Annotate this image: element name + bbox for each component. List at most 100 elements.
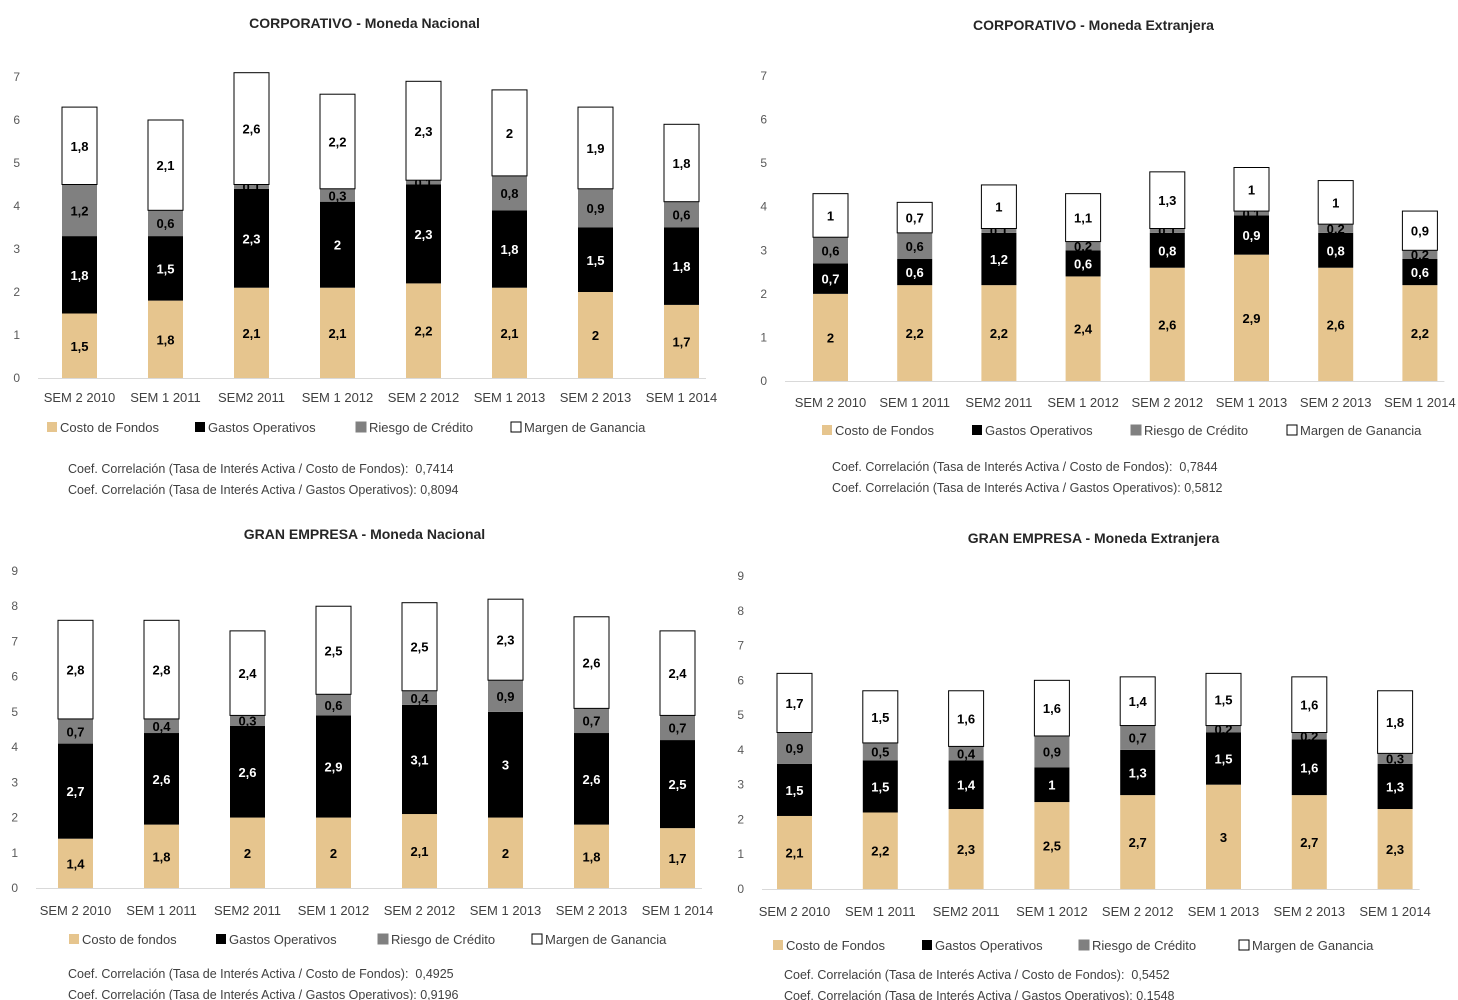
bar-segment-margen-ganancia (315, 605, 352, 695)
bar-segment-margen-ganancia (319, 93, 356, 190)
legend-swatch-costo-fondos (822, 425, 832, 435)
bar-segment-margen-ganancia (491, 89, 528, 177)
bar-segment-riesgo-credito (62, 184, 97, 237)
legend-label-riesgo-credito: Riesgo de Crédito (391, 932, 495, 947)
data-label: 1,6 (1300, 760, 1318, 775)
y-tick-label: 8 (737, 604, 744, 618)
chart-gran-empresa-extranjera: GRAN EMPRESA - Moneda Extranjera 0 1 2 3 4 5 6 7… (737, 530, 1431, 1000)
bar-segment-margen-ganancia (1401, 210, 1438, 251)
data-label: 2,1 (242, 326, 260, 341)
data-label: 2 (334, 238, 341, 253)
x-tick-label: SEM 2 2013 (560, 390, 632, 405)
chart-corporativo-extranjera: CORPORATIVO - Moneda Extranjera 0 1 2 3 4 5 6 7 2… (760, 17, 1455, 495)
bar-segment-costo-fondos (62, 313, 97, 378)
data-label: 2,9 (324, 759, 342, 774)
bar-segment-riesgo-credito (1120, 725, 1156, 750)
legend-swatch-gastos-operativos (922, 940, 932, 950)
data-label: 2 (592, 328, 599, 343)
data-label: 1,3 (1129, 765, 1147, 780)
data-label: 2,7 (66, 784, 84, 799)
data-label: 0,3 (238, 714, 256, 729)
bar-segment-gastos-operativos (1291, 739, 1327, 796)
bar-segment-costo-fondos (1377, 809, 1413, 889)
bar-segment-margen-ganancia (980, 184, 1017, 230)
bar-segment-riesgo-credito (574, 708, 609, 734)
y-tick-label: 1 (737, 847, 744, 861)
bar-segment-costo-fondos (144, 824, 179, 888)
x-tick-label: SEM 1 2014 (646, 390, 718, 405)
y-tick-label: 6 (13, 113, 20, 127)
legend-swatch-gastos-operativos (216, 934, 226, 944)
bar-segment-gastos-operativos (492, 210, 527, 288)
data-label: 0,6 (1411, 265, 1429, 280)
data-label: 2,2 (906, 326, 924, 341)
y-tick-label: 5 (760, 156, 767, 170)
bar-segment-gastos-operativos (62, 236, 97, 314)
data-label: 2,9 (1242, 311, 1260, 326)
bar-segment-gastos-operativos (897, 259, 933, 286)
data-label: 0,7 (906, 211, 924, 226)
data-label: 2,8 (66, 663, 84, 678)
bar-segment-margen-ganancia (948, 690, 985, 747)
legend-label-margen-ganancia: Margen de Ganancia (1252, 938, 1374, 953)
data-label: 2 (502, 846, 509, 861)
x-tick-label: SEM 1 2011 (130, 390, 201, 405)
y-tick-label: 4 (760, 200, 767, 214)
chart-panel-corporativo-extranjera: CORPORATIVO - Moneda Extranjera 0 1 2 3 4 5 6 7 2… (729, 0, 1458, 500)
data-label: 2,6 (242, 122, 260, 137)
legend-label-gastos-operativos: Gastos Operativos (208, 420, 316, 435)
legend-swatch-gastos-operativos (195, 422, 205, 432)
bar-segment-margen-ganancia (1317, 180, 1354, 225)
data-label: 0,4 (410, 691, 429, 706)
bar-segment-costo-fondos (1120, 795, 1156, 889)
y-tick-label: 5 (11, 705, 18, 719)
bar-segment-costo-fondos (492, 287, 527, 378)
chart-corporativo-nacional: CORPORATIVO - Moneda Nacional 0 1 2 3 4 5 6 7 1,5… (13, 15, 718, 497)
bar-segment-margen-ganancia (233, 72, 270, 185)
y-tick-label: 9 (737, 569, 744, 583)
bar-segment-riesgo-credito (660, 715, 695, 741)
bar-segment-gastos-operativos (862, 760, 898, 813)
bar-segment-riesgo-credito (402, 690, 437, 705)
data-label: 1 (995, 200, 1002, 215)
bar-segment-margen-ganancia (1205, 672, 1242, 727)
data-label: 2,1 (785, 845, 803, 860)
correlation-note: Coef. Correlación (Tasa de Interés Activ… (784, 989, 1175, 1000)
data-label: 0,8 (1327, 243, 1345, 258)
data-label: 2,5 (668, 777, 686, 792)
y-tick-label: 1 (760, 330, 767, 344)
bar-segment-riesgo-credito (144, 718, 179, 734)
data-label: 0,9 (1411, 224, 1429, 239)
bar-segment-margen-ganancia (659, 630, 696, 716)
legend-swatch-riesgo-credito (377, 933, 389, 945)
bar-segment-riesgo-credito (948, 746, 984, 761)
data-label: 0,6 (672, 208, 690, 223)
bar-segment-riesgo-credito (406, 180, 441, 185)
chart-title: CORPORATIVO - Moneda Nacional (249, 15, 480, 31)
data-label: 0,5 (871, 745, 889, 760)
chart-gran-empresa-nacional: GRAN EMPRESA - Moneda Nacional 0 1 2 3 4 5 6 7 8 9… (11, 526, 713, 1000)
bar-segment-gastos-operativos (234, 188, 269, 288)
data-label: 1,3 (1386, 779, 1404, 794)
data-label: 1,8 (152, 849, 170, 864)
y-tick-label: 2 (11, 811, 18, 825)
y-tick-label: 3 (13, 242, 20, 256)
x-tick-label: SEM 2 2010 (40, 903, 112, 918)
bar-segment-gastos-operativos (402, 704, 437, 815)
bar-segment-gastos-operativos (777, 763, 812, 816)
bar-segment-riesgo-credito (1065, 241, 1101, 251)
bar-segment-gastos-operativos (1206, 732, 1241, 785)
x-tick-label: SEM 1 2013 (470, 903, 542, 918)
legend-label-gastos-operativos: Gastos Operativos (985, 423, 1093, 438)
legend-label-margen-ganancia: Margen de Ganancia (524, 420, 646, 435)
data-label: 2,6 (152, 772, 170, 787)
y-tick-label: 4 (13, 199, 20, 213)
x-tick-label: SEM 1 2011 (845, 904, 916, 919)
bar-segment-margen-ganancia (57, 619, 94, 720)
data-label: 1,7 (672, 334, 690, 349)
data-label: 1,8 (500, 242, 518, 257)
bar-segment-costo-fondos (1291, 795, 1327, 889)
bar-segment-costo-fondos (862, 812, 898, 889)
data-label: 1,5 (1214, 692, 1232, 707)
x-tick-label: SEM 1 2012 (298, 903, 370, 918)
